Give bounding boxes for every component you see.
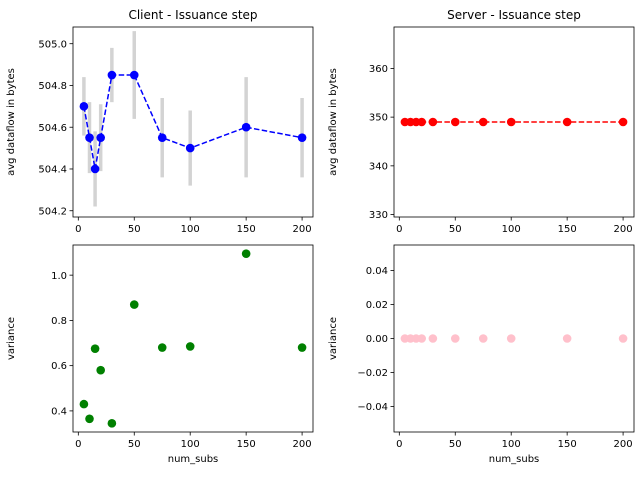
data-point — [129, 300, 139, 309]
data-point — [417, 117, 426, 127]
y-tick-label: 0.4 — [51, 406, 67, 417]
x-tick-label: 200 — [293, 439, 312, 450]
subplot-title: Server - Issuance step — [447, 8, 581, 22]
x-tick-label: 150 — [558, 224, 577, 235]
y-axis-label: avg dataflow in bytes — [6, 68, 17, 176]
y-axis-label: avg dataflow in bytes — [328, 68, 339, 176]
y-tick-label: 0.02 — [366, 300, 388, 311]
x-axis-label: num_subs — [168, 454, 219, 465]
y-tick-label: 504.2 — [38, 206, 67, 217]
data-point — [297, 133, 307, 142]
data-point — [618, 334, 628, 343]
data-point — [129, 70, 139, 80]
y-tick-label: 504.8 — [38, 81, 67, 92]
x-tick-label: 50 — [128, 224, 141, 235]
data-point — [428, 117, 438, 127]
x-tick-label: 100 — [502, 439, 521, 450]
data-point — [562, 117, 572, 127]
y-tick-label: 0.04 — [366, 266, 388, 277]
data-point — [450, 117, 460, 127]
y-tick-label: 350 — [369, 113, 388, 124]
axes-frame — [72, 244, 314, 433]
data-point — [85, 414, 94, 424]
data-point — [157, 133, 167, 142]
y-tick-label: −0.02 — [357, 368, 388, 379]
data-point — [241, 122, 251, 132]
data-point — [90, 344, 100, 353]
y-tick-label: 0.6 — [51, 361, 67, 372]
axes-frame — [72, 26, 314, 218]
x-tick-label: 100 — [181, 224, 200, 235]
data-point — [506, 334, 516, 343]
data-point — [96, 365, 105, 375]
y-tick-label: 1.0 — [51, 271, 67, 282]
data-point — [79, 102, 89, 111]
subplot-1: 0 50 100 150 200 504.2 504.4 504.6 504.8 505.0 Cli… — [6, 8, 314, 235]
x-tick-label: 0 — [75, 439, 81, 450]
y-axis-label: variance — [6, 317, 17, 360]
data-point — [478, 334, 488, 343]
x-tick-label: 100 — [502, 224, 521, 235]
data-point — [478, 117, 488, 127]
data-point — [85, 133, 94, 142]
x-tick-label: 100 — [181, 439, 200, 450]
x-tick-label: 0 — [396, 224, 402, 235]
data-point — [506, 117, 516, 127]
axes-frame — [393, 26, 635, 218]
x-tick-label: 50 — [128, 439, 141, 450]
data-point — [96, 133, 105, 142]
data-point — [185, 342, 195, 351]
x-tick-label: 0 — [75, 224, 81, 235]
x-tick-label: 150 — [237, 224, 256, 235]
data-point — [157, 343, 167, 352]
y-tick-label: 360 — [369, 64, 388, 75]
data-point — [90, 164, 100, 174]
x-tick-label: 150 — [237, 439, 256, 450]
subplot-3: 0 50 100 150 200 0.4 0.6 0.8 1.0 num_subs variance — [6, 244, 314, 465]
series-line — [83, 74, 303, 170]
data-point — [107, 70, 117, 80]
data-point — [450, 334, 460, 343]
data-point — [428, 334, 438, 343]
x-tick-label: 200 — [614, 224, 633, 235]
data-point — [297, 343, 307, 352]
data-point — [79, 399, 89, 409]
data-point — [185, 143, 195, 153]
x-tick-label: 200 — [293, 224, 312, 235]
x-tick-label: 0 — [396, 439, 402, 450]
y-axis-label: variance — [328, 317, 339, 360]
x-tick-label: 150 — [558, 439, 577, 450]
x-tick-label: 200 — [614, 439, 633, 450]
y-tick-label: 0.8 — [51, 316, 67, 327]
y-tick-label: 504.4 — [38, 165, 67, 176]
y-tick-label: −0.04 — [357, 402, 388, 413]
subplot-2: 0 50 100 150 200 330 340 350 360 Server - Issuanc… — [328, 8, 635, 235]
data-point — [562, 334, 572, 343]
x-tick-label: 50 — [449, 439, 462, 450]
y-tick-label: 0.00 — [366, 334, 388, 345]
subplot-title: Client - Issuance step — [128, 8, 257, 22]
y-tick-label: 340 — [369, 161, 388, 172]
data-point — [618, 117, 628, 127]
data-point — [107, 419, 117, 428]
data-point — [417, 334, 426, 343]
x-tick-label: 50 — [449, 224, 462, 235]
x-axis-label: num_subs — [489, 454, 540, 465]
y-tick-label: 330 — [369, 210, 388, 221]
y-tick-label: 504.6 — [38, 123, 67, 134]
data-point — [241, 249, 251, 258]
subplot-4: 0 50 100 150 200 −0.04 −0.02 0.00 0.02 0.04 num_su… — [328, 244, 635, 465]
y-tick-label: 505.0 — [38, 39, 67, 50]
